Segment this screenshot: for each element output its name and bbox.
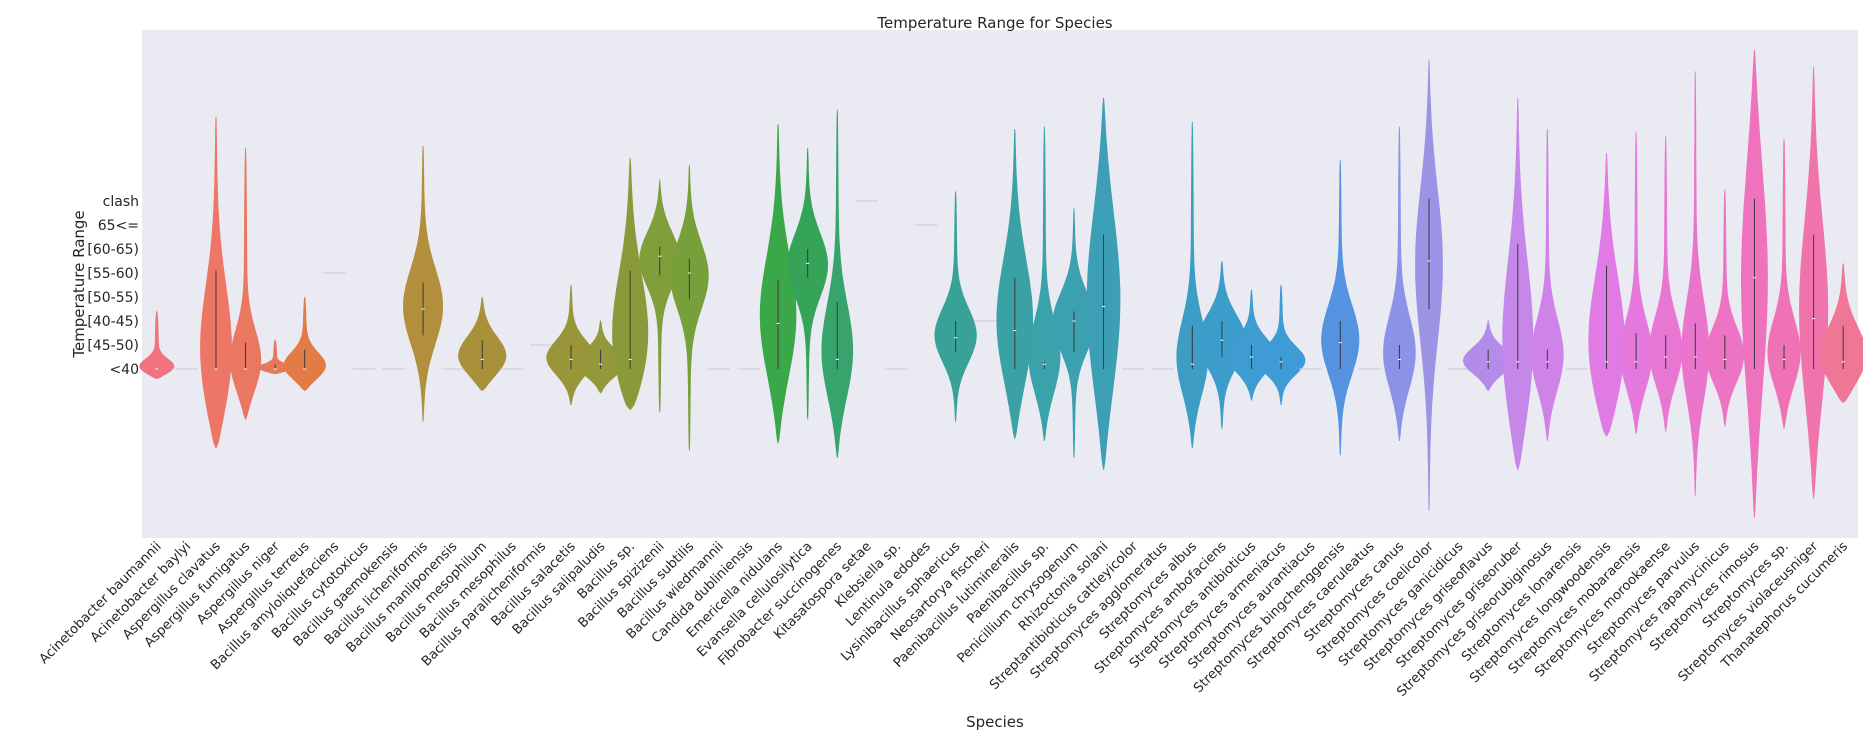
violin-group bbox=[458, 296, 507, 392]
violin-body bbox=[283, 296, 326, 392]
violin-group bbox=[1619, 131, 1653, 434]
y-tick-label: [45-50) bbox=[87, 338, 139, 354]
violin-body bbox=[1767, 138, 1801, 430]
violin-group bbox=[1649, 136, 1683, 432]
violin-body bbox=[229, 148, 262, 421]
violin-group bbox=[669, 164, 709, 451]
violin-body bbox=[1531, 128, 1564, 442]
violin-group bbox=[1383, 126, 1416, 442]
y-tick-label: [40-45) bbox=[87, 314, 139, 330]
violin-group bbox=[229, 148, 262, 421]
y-tick-label: [60-65) bbox=[87, 242, 139, 258]
y-tick-label: [50-55) bbox=[87, 290, 139, 306]
violin-body bbox=[787, 148, 829, 420]
violin-body bbox=[1383, 126, 1416, 442]
y-tick-labels: <40 [45-50) [40-45) [50-55) [55-60) [60-65) 65… bbox=[87, 194, 139, 378]
violin-group bbox=[821, 109, 854, 458]
violin-body bbox=[1649, 136, 1683, 432]
violin-group bbox=[759, 124, 797, 444]
violin-body bbox=[639, 179, 681, 413]
violins bbox=[139, 49, 1863, 518]
violin-group bbox=[934, 191, 977, 422]
y-tick-label: [55-60) bbox=[87, 266, 139, 282]
violin-group bbox=[283, 296, 326, 392]
violin-group bbox=[1086, 97, 1121, 470]
violin-group bbox=[612, 157, 649, 411]
violin-group bbox=[1415, 59, 1443, 511]
violin-body bbox=[1819, 263, 1863, 404]
violin-body bbox=[1256, 284, 1306, 406]
violin-group bbox=[1197, 260, 1247, 430]
violin-group bbox=[1767, 138, 1801, 430]
x-axis-label: Species bbox=[966, 713, 1024, 731]
violin-group bbox=[1741, 49, 1768, 518]
x-tick-label: Acinetobacter baumannii bbox=[37, 539, 165, 667]
violin-body bbox=[1705, 188, 1745, 427]
violin-body bbox=[821, 109, 854, 458]
violin-group bbox=[200, 116, 232, 450]
violin-group bbox=[1052, 208, 1096, 458]
violin-body bbox=[1619, 131, 1653, 434]
chart-title: Temperature Range for Species bbox=[876, 14, 1112, 32]
violin-body bbox=[934, 191, 977, 422]
y-tick-label: clash bbox=[103, 194, 139, 210]
violin-group bbox=[639, 179, 681, 413]
violin-group bbox=[402, 145, 444, 422]
violin-group bbox=[1256, 284, 1306, 406]
y-axis-label: Temperature Range bbox=[70, 210, 88, 358]
violin-group bbox=[787, 148, 829, 420]
y-tick-label: 65<= bbox=[98, 218, 139, 234]
violin-group bbox=[139, 309, 175, 380]
violin-group bbox=[1705, 188, 1745, 427]
violin-body bbox=[669, 164, 709, 451]
y-tick-label: <40 bbox=[109, 362, 139, 378]
violin-group bbox=[1531, 128, 1564, 442]
violin-body bbox=[1321, 160, 1360, 456]
violin-group bbox=[1321, 160, 1360, 456]
violin-body bbox=[139, 309, 175, 380]
violin-group bbox=[1819, 263, 1863, 404]
